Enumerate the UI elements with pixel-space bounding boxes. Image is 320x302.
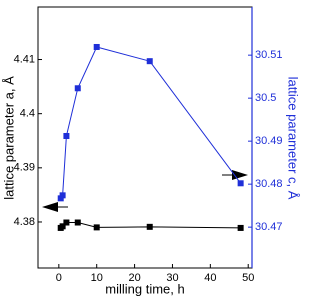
y-tick-label: 4.38: [14, 216, 35, 228]
y2-tick-label: 30.49: [255, 135, 283, 147]
data-point: [237, 224, 244, 231]
chart: milling time, h lattice parameter a, Å l…: [1, 6, 301, 296]
data-point: [93, 224, 100, 231]
x-tick-label: 30: [166, 272, 178, 284]
data-point: [59, 192, 66, 199]
y2-tick-label: 30.48: [255, 178, 283, 190]
y-tick-label: 4.41: [14, 53, 35, 65]
x-tick-label: 40: [204, 272, 216, 284]
x-tick-label: 10: [91, 272, 103, 284]
data-point: [63, 132, 70, 139]
data-point: [74, 219, 81, 226]
data-point: [237, 180, 244, 187]
y2-tick-label: 30.47: [255, 221, 283, 233]
arrow-left: [42, 202, 58, 212]
x-tick-label: 0: [56, 272, 62, 284]
y-tick-label: 4.39: [14, 162, 35, 174]
y-tick-label: 4.4: [20, 108, 35, 120]
data-point: [57, 195, 64, 202]
x-axis-label: milling time, h: [105, 281, 184, 296]
x-tick-label: 20: [128, 272, 140, 284]
y2-axis-label: lattice parameter c, Å: [286, 77, 301, 200]
plot-frame: [37, 6, 253, 269]
y2-tick-label: 30.51: [255, 49, 283, 61]
y-axis-label: lattice parameter a, Å: [1, 76, 16, 200]
data-point: [59, 223, 66, 230]
data-point: [93, 43, 100, 50]
data-point: [146, 58, 153, 65]
data-point: [146, 223, 153, 230]
data-point: [74, 85, 81, 92]
data-point: [63, 219, 70, 226]
x-tick-label: 50: [242, 272, 254, 284]
series-line: [60, 46, 242, 199]
y2-tick-label: 30.5: [255, 92, 276, 104]
